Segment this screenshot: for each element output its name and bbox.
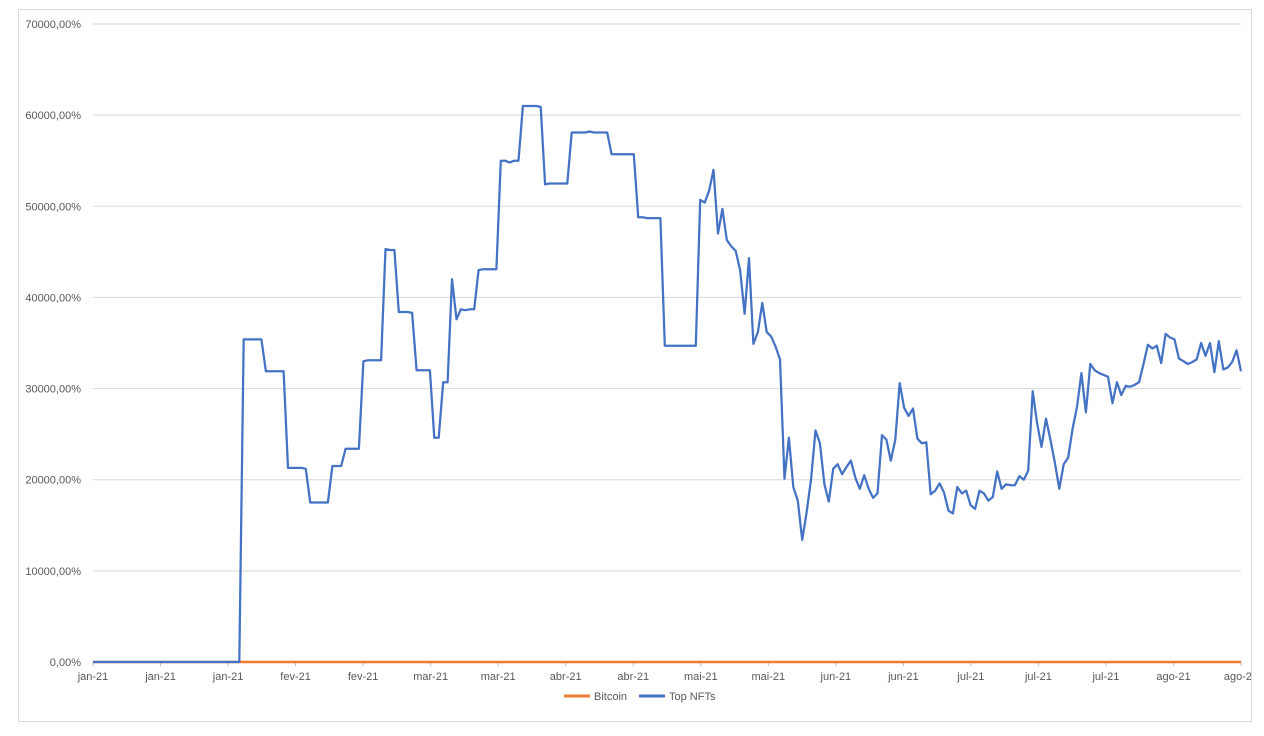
x-tick-label: jul-21 bbox=[1024, 671, 1052, 683]
x-tick-label: mai-21 bbox=[684, 671, 718, 683]
x-tick-label: ago-21 bbox=[1156, 671, 1190, 683]
x-tick-label: abr-21 bbox=[617, 671, 649, 683]
y-tick-label: 60000,00% bbox=[25, 110, 81, 122]
x-tick-label: abr-21 bbox=[550, 671, 582, 683]
x-tick-label: jul-21 bbox=[1091, 671, 1119, 683]
x-tick-label: jan-21 bbox=[212, 671, 244, 683]
series-line-top-nfts bbox=[93, 104, 1243, 664]
y-axis: 0,00% 10000,00% 20000,00% 30000,00% 40000,00… bbox=[25, 19, 81, 669]
x-tick-label: fev-21 bbox=[348, 671, 379, 683]
x-axis: jan-21 jan-21 jan-21 fev-21 fev-21 mar-21 mar-… bbox=[77, 662, 1258, 683]
legend: Bitcoin Top NFTs bbox=[564, 691, 716, 703]
legend-label-top-nfts: Top NFTs bbox=[669, 691, 716, 703]
y-tick-label: 30000,00% bbox=[25, 384, 81, 396]
x-tick-label: ago-21 bbox=[1224, 671, 1251, 683]
gridlines bbox=[93, 23, 1241, 663]
legend-item-top-nfts: Top NFTs bbox=[639, 691, 716, 703]
x-tick-label: mar-21 bbox=[481, 671, 516, 683]
legend-label-bitcoin: Bitcoin bbox=[594, 691, 627, 703]
y-tick-label: 0,00% bbox=[50, 657, 81, 669]
x-tick-label: jan-21 bbox=[77, 671, 109, 683]
legend-item-bitcoin: Bitcoin bbox=[564, 691, 627, 703]
x-tick-label: mar-21 bbox=[413, 671, 448, 683]
chart-frame: 0,00% 10000,00% 20000,00% 30000,00% 40000,00… bbox=[18, 9, 1258, 722]
x-tick-label: jul-21 bbox=[956, 671, 984, 683]
x-tick-label: fev-21 bbox=[280, 671, 311, 683]
y-tick-label: 70000,00% bbox=[25, 19, 81, 31]
y-tick-label: 40000,00% bbox=[25, 292, 81, 304]
y-tick-label: 20000,00% bbox=[25, 475, 81, 487]
y-tick-label: 10000,00% bbox=[25, 566, 81, 578]
x-tick-label: jun-21 bbox=[820, 671, 852, 683]
line-chart: 0,00% 10000,00% 20000,00% 30000,00% 40000,00… bbox=[25, 19, 1258, 703]
series-lines bbox=[93, 104, 1243, 664]
y-tick-label: 50000,00% bbox=[25, 201, 81, 213]
x-tick-label: jun-21 bbox=[887, 671, 919, 683]
x-tick-label: jan-21 bbox=[144, 671, 176, 683]
x-tick-label: mai-21 bbox=[751, 671, 785, 683]
